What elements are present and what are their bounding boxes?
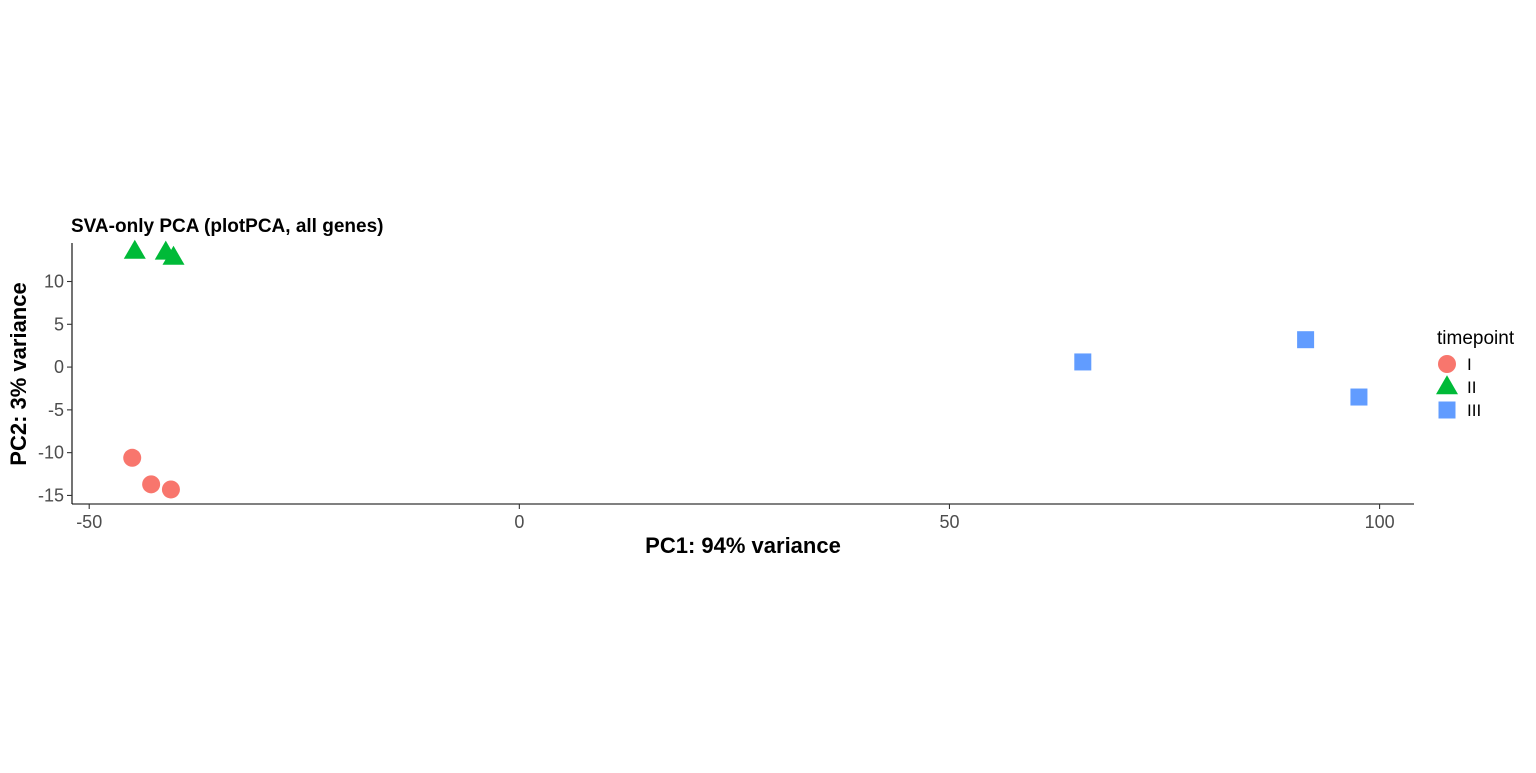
- y-tick-label: -10: [38, 443, 64, 463]
- x-axis-ticks: -50 0 50 100: [76, 504, 1395, 532]
- y-tick-label: -5: [48, 400, 64, 420]
- legend-label: I: [1467, 355, 1472, 374]
- axes: [71, 243, 1414, 505]
- y-axis-title: PC2: 3% variance: [6, 282, 31, 465]
- data-point-circle: [142, 475, 161, 494]
- y-tick-label: 0: [54, 357, 64, 377]
- y-axis-ticks: -15 -10 -5 0 5 10: [38, 272, 72, 505]
- x-tick-label: 50: [939, 512, 959, 532]
- y-tick-label: 10: [44, 272, 64, 292]
- data-points: [123, 239, 1368, 499]
- y-tick-label: 5: [54, 314, 64, 334]
- legend-label: III: [1467, 401, 1481, 420]
- x-tick-label: -50: [76, 512, 102, 532]
- data-point-triangle: [123, 239, 146, 259]
- x-tick-label: 100: [1365, 512, 1395, 532]
- chart-title: SVA-only PCA (plotPCA, all genes): [71, 216, 383, 237]
- legend-key-triangle: [1436, 375, 1458, 395]
- legend-key-square: [1438, 401, 1456, 419]
- data-point-circle: [123, 448, 142, 467]
- data-point-square: [1074, 353, 1092, 371]
- legend-key-circle: [1438, 355, 1456, 373]
- legend-label: II: [1467, 378, 1476, 397]
- x-tick-label: 0: [514, 512, 524, 532]
- x-axis-title: PC1: 94% variance: [645, 533, 841, 558]
- data-point-square: [1297, 331, 1315, 349]
- data-point-circle: [161, 480, 180, 499]
- data-point-triangle: [162, 245, 185, 265]
- data-point-square: [1350, 388, 1368, 406]
- legend-title: timepoint: [1437, 328, 1515, 349]
- y-tick-label: -15: [38, 485, 64, 505]
